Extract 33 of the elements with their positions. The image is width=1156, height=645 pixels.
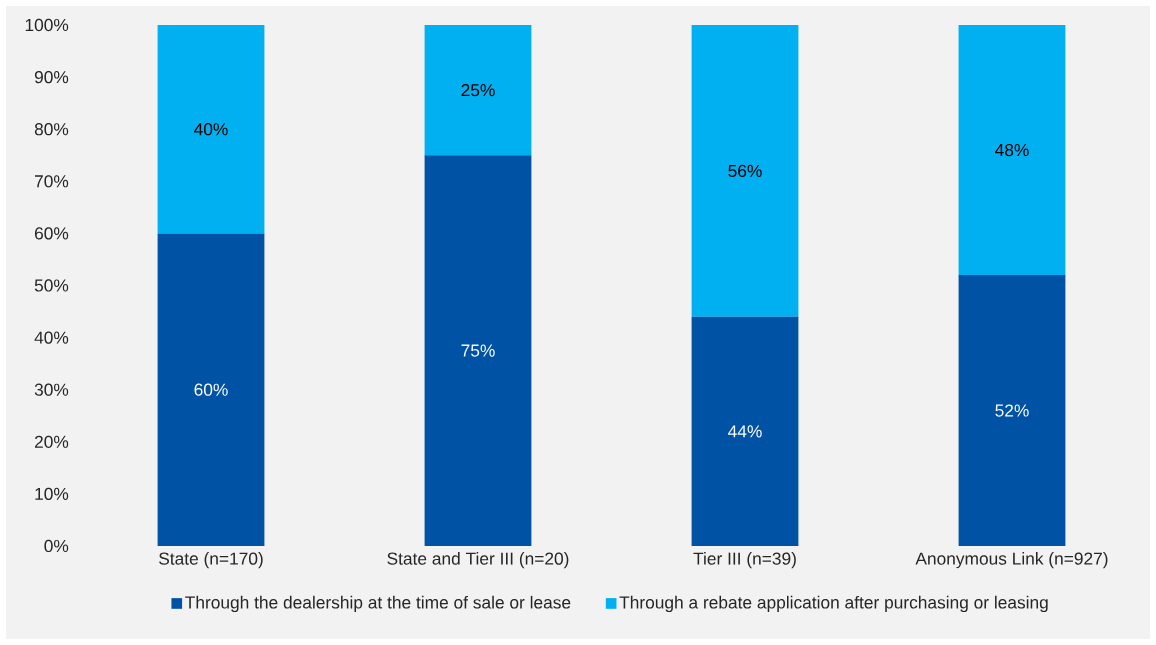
x-tick-label: State (n=170) <box>159 552 263 569</box>
y-tick-label: 50% <box>34 279 69 292</box>
y-tick-label: 90% <box>34 70 69 84</box>
y-tick-label: 100% <box>25 18 69 32</box>
y-tick-label: 30% <box>34 383 69 396</box>
data-label: 56% <box>728 164 762 177</box>
bar <box>958 24 1066 276</box>
y-tick-label: 60% <box>34 227 69 240</box>
bar <box>424 24 532 156</box>
bar <box>424 155 532 546</box>
y-tick-label: 10% <box>35 487 69 501</box>
data-label: 52% <box>995 404 1029 417</box>
y-tick-label: 40% <box>34 331 69 344</box>
y-tick-label: 20% <box>34 435 69 448</box>
y-tick-label: 70% <box>35 175 69 188</box>
bar <box>958 275 1066 546</box>
bar <box>157 24 265 234</box>
bar <box>157 233 265 546</box>
y-tick-label: 80% <box>34 123 69 136</box>
data-label: 44% <box>728 425 762 438</box>
data-label: 75% <box>461 344 495 357</box>
data-label: 40% <box>194 123 228 136</box>
x-tick-label: Anonymous Link (n=927) <box>915 552 1108 569</box>
legend-label: Through the dealership at the time of sale or lease <box>185 595 571 613</box>
bar <box>691 24 799 317</box>
data-label: 48% <box>995 143 1029 157</box>
legend-label: Through a rebate application after purchasing or leasing <box>619 595 1048 613</box>
x-tick-label: Tier III (n=39) <box>693 552 796 569</box>
data-label: 60% <box>194 383 228 396</box>
bar <box>691 316 799 546</box>
y-tick-label: 0% <box>44 539 69 553</box>
data-label: 25% <box>461 83 495 97</box>
x-tick-label: State and Tier III (n=20) <box>387 552 569 569</box>
